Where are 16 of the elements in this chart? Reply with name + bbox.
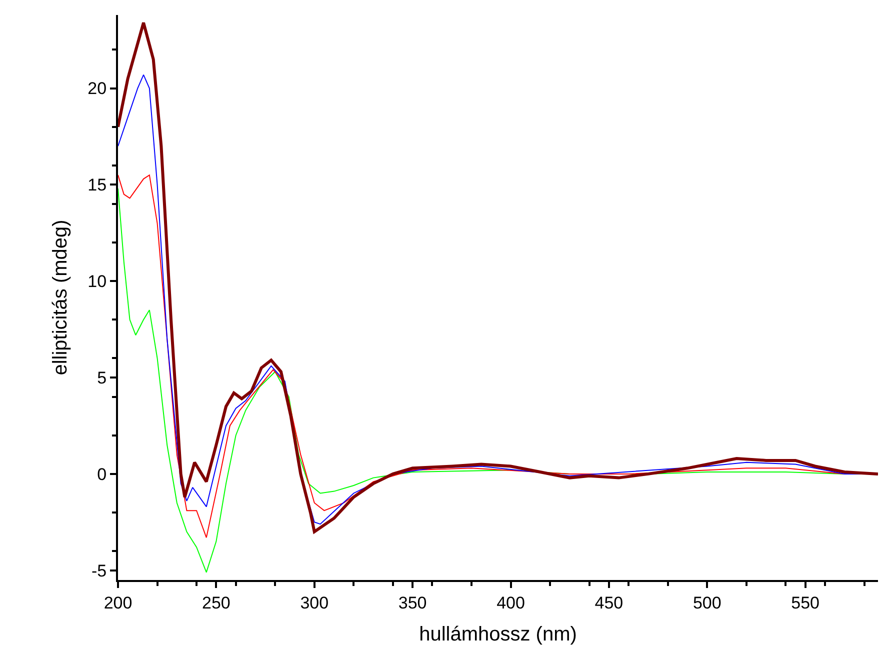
y-axis-title: ellipticitás (mdeg) — [50, 220, 72, 376]
x-tick-label: 250 — [202, 593, 230, 612]
y-tick-label: 10 — [88, 272, 107, 292]
x-tick-label: 350 — [398, 593, 427, 612]
x-tick-label: 500 — [692, 593, 722, 612]
x-tick-label: 450 — [594, 593, 624, 612]
x-tick-label: 300 — [300, 593, 329, 612]
x-tick-label: 550 — [791, 593, 820, 612]
y-tick-label: 20 — [88, 79, 107, 98]
x-tick-label: 400 — [496, 593, 525, 612]
x-tick-label: 200 — [104, 593, 132, 612]
y-tick-label: 0 — [97, 464, 107, 484]
y-tick-label: 5 — [97, 368, 107, 388]
y-tick-label: 15 — [88, 176, 107, 195]
y-tick-label: -5 — [91, 561, 107, 580]
x-axis-title: hullámhossz (nm) — [419, 623, 577, 646]
